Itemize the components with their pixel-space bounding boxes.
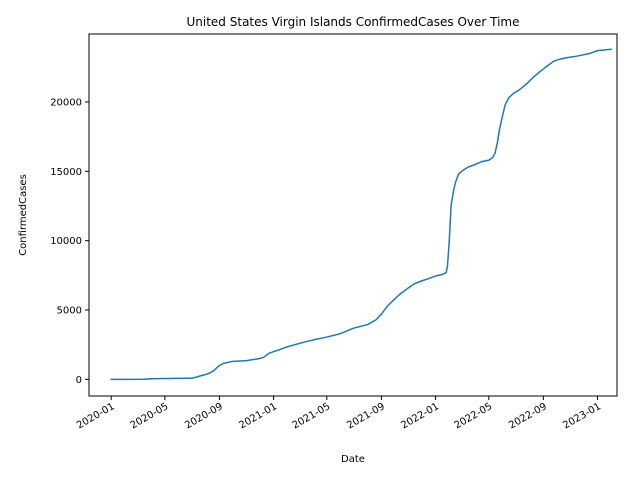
y-tick-label: 10000 <box>50 236 82 247</box>
x-tick-label: 2020-09 <box>183 401 225 431</box>
x-tick-label: 2021-05 <box>291 401 333 431</box>
x-tick-label: 2021-01 <box>237 401 279 431</box>
y-axis: 0 5000 10000 15000 20000 <box>50 97 89 386</box>
y-axis-label: ConfirmedCases <box>18 174 29 256</box>
x-axis-label: Date <box>341 454 365 465</box>
x-axis: 2020-01 2020-05 2020-09 2021-01 2021-05 2021-… <box>75 396 603 431</box>
x-tick-label: 2022-09 <box>507 401 549 431</box>
x-tick-label: 2022-01 <box>399 401 441 431</box>
y-tick-label: 15000 <box>50 167 82 178</box>
plot-area <box>110 48 612 381</box>
y-tick-label: 5000 <box>57 306 82 317</box>
x-tick-label: 2020-05 <box>129 401 171 431</box>
plot-frame <box>88 33 618 397</box>
y-tick-label: 20000 <box>50 97 82 108</box>
x-tick-label: 2022-05 <box>453 401 495 431</box>
x-tick-label: 2021-09 <box>345 401 387 431</box>
x-tick-label: 2023-01 <box>561 401 603 431</box>
series-line-0 <box>110 48 612 381</box>
y-tick-label: 0 <box>76 375 82 386</box>
x-tick-label: 2020-01 <box>75 401 117 431</box>
chart-title: United States Virgin Islands ConfirmedCa… <box>187 15 520 29</box>
